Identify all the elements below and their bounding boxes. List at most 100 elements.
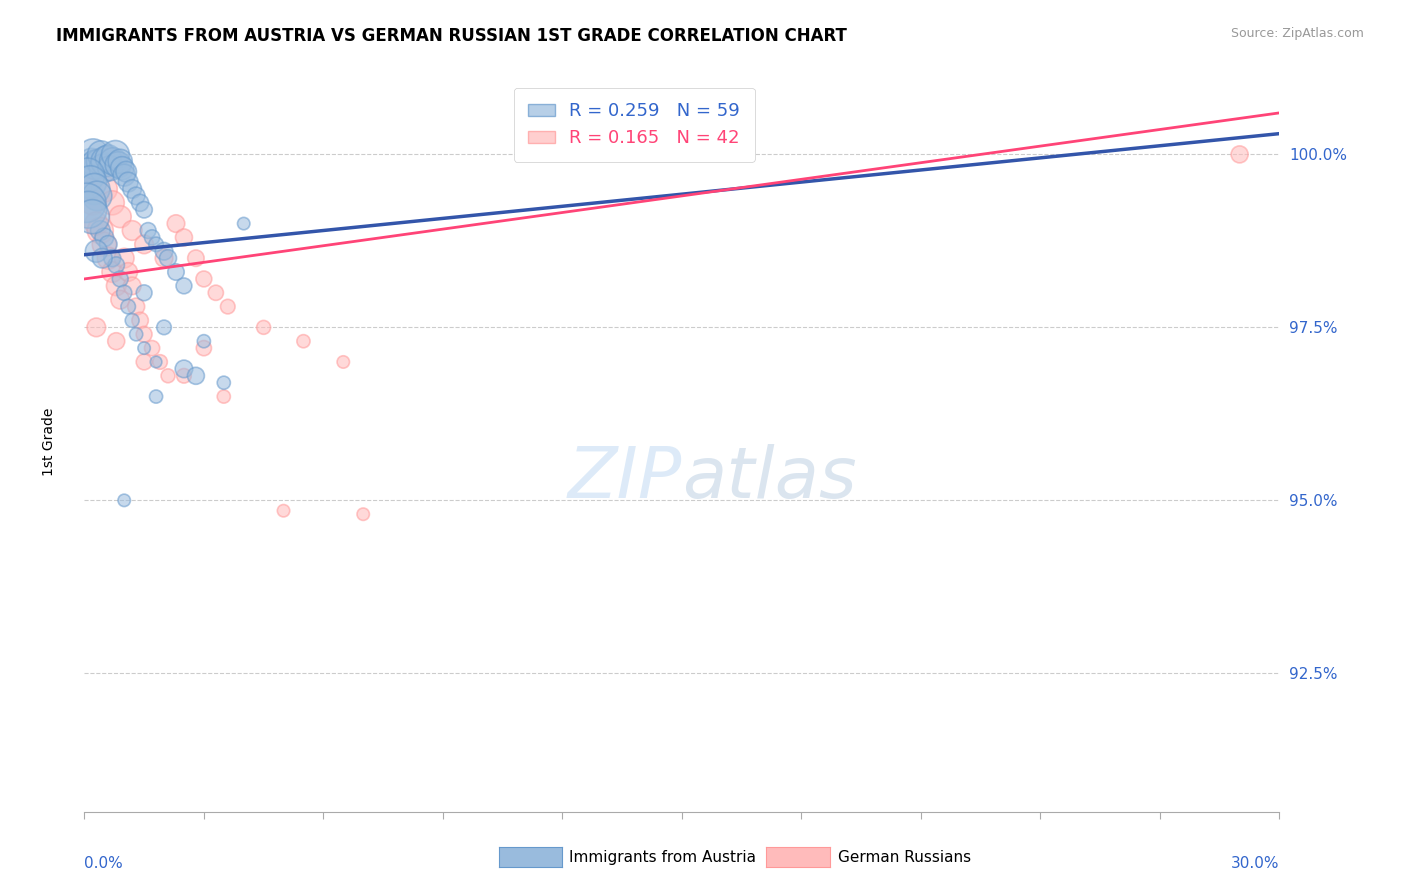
Point	[121, 182, 143, 196]
Point	[121, 223, 143, 237]
Point	[193, 341, 215, 355]
Point	[173, 368, 195, 383]
Point	[121, 313, 143, 327]
Point	[110, 272, 132, 286]
Legend: R = 0.259   N = 59, R = 0.165   N = 42: R = 0.259 N = 59, R = 0.165 N = 42	[513, 87, 755, 161]
Point	[101, 154, 124, 169]
Point	[101, 195, 124, 210]
Point	[96, 154, 118, 169]
Point	[105, 278, 128, 293]
Point	[157, 251, 180, 265]
Text: Source: ZipAtlas.com: Source: ZipAtlas.com	[1230, 27, 1364, 40]
Point	[110, 210, 132, 224]
Point	[165, 217, 187, 231]
Point	[153, 320, 176, 334]
Text: German Russians: German Russians	[838, 850, 972, 864]
Point	[132, 355, 156, 369]
Point	[193, 272, 215, 286]
Point	[132, 285, 156, 300]
Point	[84, 158, 107, 172]
Point	[253, 320, 276, 334]
Point	[112, 168, 135, 182]
Point	[93, 182, 115, 196]
Point	[117, 300, 139, 314]
Point	[184, 368, 207, 383]
Point	[125, 189, 148, 203]
Point	[111, 161, 134, 176]
Point	[212, 376, 235, 390]
Point	[149, 355, 172, 369]
Point	[75, 195, 97, 210]
Point	[132, 327, 156, 342]
Point	[129, 195, 152, 210]
Point	[110, 154, 132, 169]
Point	[145, 390, 167, 404]
Point	[112, 493, 135, 508]
Point	[292, 334, 315, 349]
Point	[77, 182, 100, 196]
Point	[89, 223, 111, 237]
Point	[83, 182, 105, 196]
Point	[217, 300, 239, 314]
Point	[80, 154, 103, 169]
Point	[82, 195, 104, 210]
Text: atlas: atlas	[682, 444, 856, 513]
Point	[205, 285, 228, 300]
Text: 1st Grade: 1st Grade	[42, 408, 55, 475]
Point	[332, 355, 354, 369]
Point	[86, 217, 108, 231]
Point	[86, 244, 108, 259]
Point	[101, 265, 124, 279]
Point	[136, 223, 159, 237]
Point	[193, 334, 215, 349]
Point	[112, 251, 135, 265]
Text: ZIP: ZIP	[568, 444, 682, 513]
Point	[105, 258, 128, 272]
Point	[157, 368, 180, 383]
Point	[141, 230, 163, 244]
Point	[97, 237, 120, 252]
Point	[86, 320, 108, 334]
Point	[76, 168, 98, 182]
Point	[273, 504, 295, 518]
Point	[91, 251, 114, 265]
Point	[97, 251, 120, 265]
Point	[98, 161, 121, 176]
Point	[112, 285, 135, 300]
Point	[117, 265, 139, 279]
Point	[89, 223, 111, 237]
Point	[141, 341, 163, 355]
Point	[173, 230, 195, 244]
Point	[90, 147, 112, 161]
Point	[93, 161, 115, 176]
Point	[82, 147, 104, 161]
Point	[107, 158, 129, 172]
Point	[77, 202, 100, 217]
Point	[352, 507, 374, 521]
Point	[165, 265, 187, 279]
Text: 0.0%: 0.0%	[84, 856, 124, 871]
Point	[173, 278, 195, 293]
Point	[132, 341, 156, 355]
Point	[173, 362, 195, 376]
Point	[184, 251, 207, 265]
Point	[145, 355, 167, 369]
Point	[117, 175, 139, 189]
Point	[132, 202, 156, 217]
Point	[129, 313, 152, 327]
Text: IMMIGRANTS FROM AUSTRIA VS GERMAN RUSSIAN 1ST GRADE CORRELATION CHART: IMMIGRANTS FROM AUSTRIA VS GERMAN RUSSIA…	[56, 27, 846, 45]
Point	[232, 217, 254, 231]
Point	[132, 237, 156, 252]
Point	[97, 151, 120, 165]
Point	[77, 161, 100, 176]
Point	[104, 147, 127, 161]
Point	[1229, 147, 1251, 161]
Point	[212, 390, 235, 404]
Text: Immigrants from Austria: Immigrants from Austria	[569, 850, 756, 864]
Point	[93, 237, 115, 252]
Text: 30.0%: 30.0%	[1232, 856, 1279, 871]
Point	[145, 237, 167, 252]
Point	[105, 334, 128, 349]
Point	[121, 278, 143, 293]
Point	[101, 251, 124, 265]
